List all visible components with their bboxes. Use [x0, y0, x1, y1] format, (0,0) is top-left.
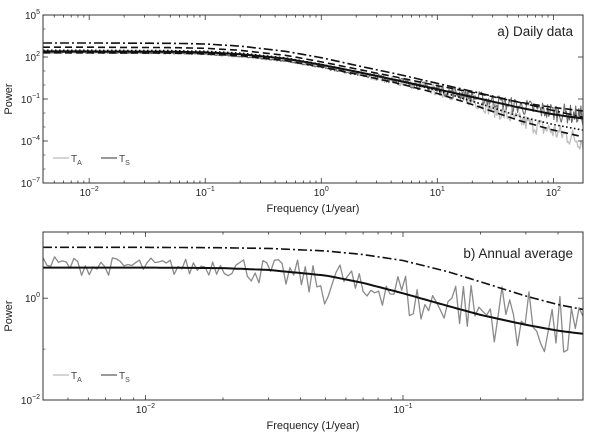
y-tick-label: 102	[25, 51, 40, 64]
y-tick-label: 105	[25, 9, 40, 22]
x-tick-label: 10−2	[136, 403, 155, 416]
series-line-solid-4	[43, 50, 583, 120]
series-line-solid-2	[43, 266, 583, 335]
legend-label: TS	[119, 371, 130, 384]
x-tick-label: 10−2	[80, 186, 99, 199]
y-tick-label: 10−2	[21, 394, 40, 407]
series-line-dotted-5	[43, 49, 583, 131]
series-line-dashdot-1	[43, 246, 583, 311]
y-axis-label: Power	[3, 83, 15, 115]
series-line-dashed-6	[43, 52, 583, 138]
plot-frame	[42, 231, 584, 401]
x-tick-label: 101	[430, 186, 445, 199]
panel-title: a) Daily data	[497, 24, 573, 39]
x-axis-label: Frequency (1/year)	[267, 203, 360, 215]
plot-area	[43, 42, 583, 150]
series-line-ts	[43, 256, 583, 353]
legend-label: TS	[119, 154, 130, 167]
series-line-dashdot-2	[43, 42, 583, 118]
legend-label: TA	[71, 154, 82, 167]
x-tick-label: 10−1	[393, 403, 412, 416]
panel-b-annual-average: 10−2 10−1 10−2 100 Frequency (1/year) Power b)…	[3, 231, 584, 432]
panel-title: b) Annual average	[463, 246, 573, 261]
x-axis-label: Frequency (1/year)	[267, 420, 360, 432]
y-axis-label: Power	[3, 300, 15, 332]
x-tick-label: 10−1	[196, 186, 215, 199]
x-tick-label: 102	[546, 186, 561, 199]
y-tick-label: 10−7	[21, 177, 40, 190]
legend-label: TA	[71, 371, 82, 384]
series-line-dashed-3	[43, 46, 583, 112]
x-tick-label: 100	[314, 186, 329, 199]
plot-area	[43, 246, 583, 353]
y-tick-label: 10−4	[21, 135, 40, 148]
y-tick-label: 10−1	[21, 93, 40, 106]
panel-a-daily-data: 10−2 10−1 100 101 102 10−7 10−4 10−1 102 105 Frequ…	[3, 9, 584, 215]
y-tick-label: 100	[25, 292, 40, 305]
